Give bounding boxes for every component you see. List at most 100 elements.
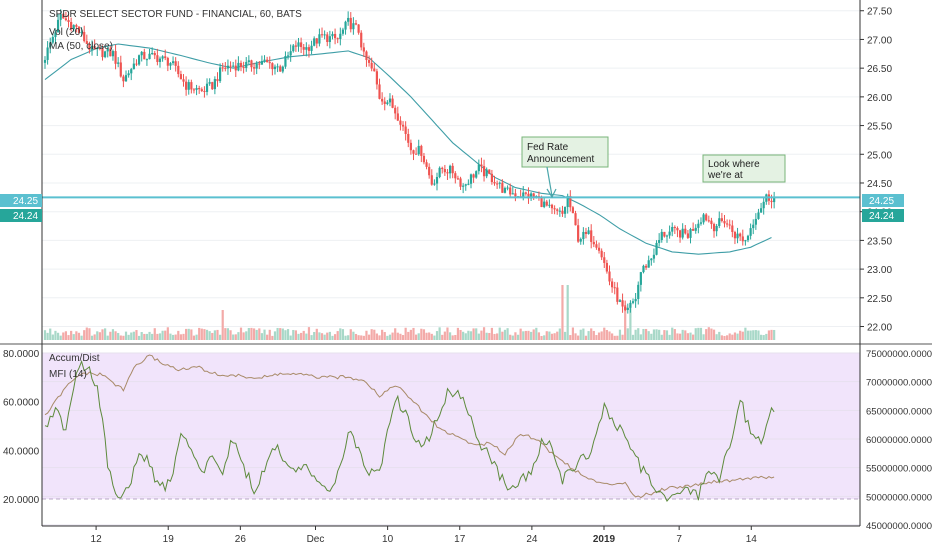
candle-body (64, 18, 68, 21)
time-tick-label: 26 (235, 534, 247, 545)
candle-body (394, 107, 397, 114)
candle-body (550, 204, 554, 209)
level-tag-right-label: 24.25 (869, 196, 894, 207)
volume-bar (428, 332, 431, 340)
candle-body (548, 204, 551, 206)
level-tag-left[interactable]: 24.25 24.24 (0, 194, 42, 222)
volume-bar (624, 305, 627, 340)
volume-bar (362, 335, 365, 340)
candle-body (70, 21, 73, 30)
candle-body (409, 142, 412, 151)
volume-bar (660, 334, 663, 340)
volume-bar (360, 335, 363, 340)
volume-bar (485, 332, 488, 340)
candle-body (603, 257, 606, 263)
candle-body (454, 173, 457, 179)
moving-average-line (44, 43, 772, 255)
volume-bar (571, 327, 575, 340)
candle-body (746, 235, 750, 241)
candle-body (399, 120, 402, 125)
volume-bar (665, 330, 669, 340)
candle-body (469, 174, 473, 184)
candle-body (357, 24, 360, 33)
volume-bar (563, 331, 567, 340)
volume-bar (145, 333, 149, 340)
volume-bar (537, 332, 541, 340)
candle-body (177, 65, 180, 75)
candle-body (422, 155, 426, 163)
volume-bar (613, 335, 616, 340)
volume-bar (192, 335, 196, 340)
candle-body (637, 284, 640, 299)
volume-bar (195, 334, 198, 340)
volume-bar (213, 330, 216, 340)
volume-bar (770, 329, 773, 340)
candle-body (88, 44, 91, 50)
accum-dist-line (44, 354, 775, 499)
price-tick-label: 25.50 (867, 122, 892, 133)
look-annotation[interactable]: Look where we're at (702, 154, 786, 183)
time-tick-label: 17 (454, 534, 466, 545)
volume-bar (260, 333, 264, 340)
volume-bar (75, 331, 78, 340)
volume-bar (203, 329, 206, 340)
volume-bar (143, 333, 146, 340)
candle-body (119, 62, 122, 77)
volume-bar (367, 334, 371, 340)
mfi-axis-ticks[interactable]: 80.0000 60.0000 40.0000 20.0000 (3, 349, 40, 506)
volume-bars (43, 285, 776, 340)
accum-dist-axis-ticks[interactable]: 75000000.0000 70000000.0000 65000000.0000 6… (866, 349, 932, 532)
volume-bar (621, 334, 624, 340)
volume-bar (179, 334, 182, 340)
volume-bar (446, 327, 449, 340)
volume-bar (229, 330, 232, 340)
candle-body (759, 208, 763, 213)
candle-body (310, 45, 313, 51)
candle-body (234, 65, 237, 71)
candle-body (671, 227, 674, 232)
volume-bar (590, 328, 593, 340)
candle-body (252, 67, 256, 69)
volume-bar (584, 335, 588, 340)
candle-body (51, 37, 54, 43)
candle-body (245, 61, 248, 69)
candle-body (773, 196, 776, 203)
candle-body (493, 182, 496, 184)
candle-body (503, 188, 507, 193)
candle-body (668, 231, 671, 236)
candle-body (185, 81, 188, 90)
level-tag-right[interactable]: 24.25 24.24 (862, 194, 904, 222)
volume-bar (587, 331, 590, 340)
candle-body (663, 231, 666, 237)
volume-bar (378, 335, 381, 340)
candle-body (96, 47, 99, 50)
time-axis-ticks[interactable]: 12 19 26 Dec 10 17 24 2019 7 14 (91, 526, 758, 545)
last-tag-left-box (0, 209, 42, 222)
candle-body (302, 47, 305, 50)
volume-bar (496, 333, 499, 340)
candle-body (749, 228, 752, 236)
volume-bar (370, 329, 373, 340)
volume-bar (161, 330, 164, 340)
volume-bar (443, 331, 446, 340)
fed-rate-annotation[interactable]: Fed Rate Announcement (521, 136, 609, 199)
candle-body (333, 33, 337, 39)
volume-bar (681, 329, 684, 340)
volume-bar (550, 333, 554, 340)
volume-bar (263, 329, 266, 340)
candle-body (46, 47, 49, 60)
volume-bar (739, 330, 742, 340)
candle-body (391, 98, 394, 108)
candle-body (247, 60, 250, 62)
volume-bar (114, 331, 117, 340)
accum-dist-tick-label: 45000000.0000 (866, 521, 932, 532)
volume-bar (344, 335, 347, 340)
candle-body (684, 228, 687, 234)
candle-body (686, 233, 690, 238)
volume-bar (749, 330, 752, 340)
volume-bar (148, 331, 151, 340)
candles (43, 9, 776, 314)
volume-bar (467, 330, 470, 340)
volume-bar (663, 330, 666, 340)
volume-bar (464, 333, 467, 340)
